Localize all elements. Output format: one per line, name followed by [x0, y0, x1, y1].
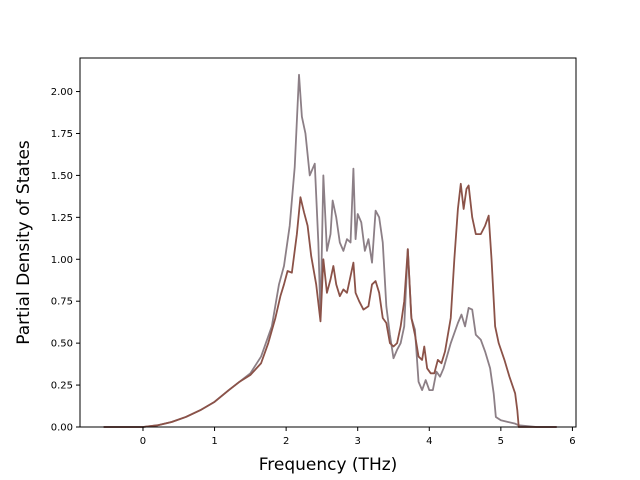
x-axis-ticks: 0 1 2 3 4 5 6: [140, 427, 576, 447]
x-tick-label: 1: [211, 436, 217, 447]
x-tick-label: 6: [569, 436, 575, 447]
y-tick-label: 0.50: [51, 339, 73, 350]
x-tick-label: 4: [426, 436, 432, 447]
x-tick-label: 3: [355, 436, 361, 447]
plot-frame: [79, 57, 577, 428]
x-axis-label: Frequency (THz): [259, 455, 398, 475]
y-tick-label: 1.25: [51, 213, 73, 224]
y-tick-label: 1.00: [51, 255, 73, 266]
y-tick-label: 1.50: [51, 171, 73, 182]
y-tick-label: 1.75: [51, 129, 73, 140]
y-axis-label: Partial Density of States: [14, 140, 34, 345]
y-tick-label: 0.25: [51, 381, 73, 392]
y-axis-ticks: 0.00 0.25 0.50 0.75 1.00 1.25 1.50 1.75 2.00: [51, 87, 80, 434]
x-tick-label: 0: [140, 436, 146, 447]
y-tick-label: 2.00: [51, 87, 73, 98]
series-line-1: [103, 73, 557, 428]
y-tick-label: 0.75: [51, 297, 73, 308]
y-tick-label: 0.00: [51, 423, 73, 434]
plot-lines: [103, 73, 557, 428]
series-line-2: [103, 182, 557, 428]
x-tick-label: 2: [283, 436, 289, 447]
x-tick-label: 5: [498, 436, 504, 447]
